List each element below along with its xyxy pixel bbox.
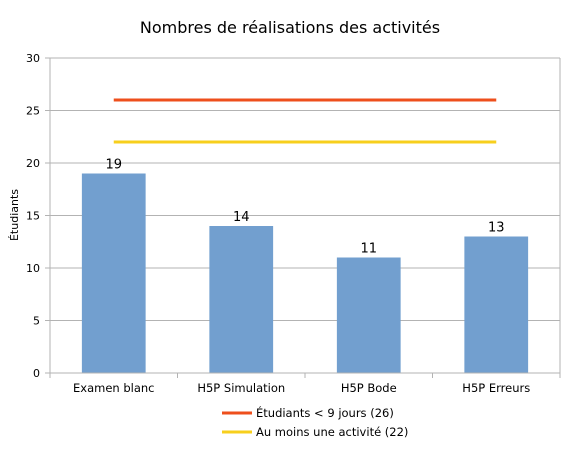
bars bbox=[81, 173, 529, 373]
category-label: H5P Simulation bbox=[197, 381, 285, 395]
category-label: H5P Bode bbox=[341, 381, 397, 395]
y-tick-label: 20 bbox=[26, 157, 40, 170]
data-label: 13 bbox=[488, 221, 505, 236]
y-tick-label: 0 bbox=[33, 367, 40, 380]
y-tick-label: 30 bbox=[26, 52, 40, 65]
chart-title: Nombres de réalisations des activités bbox=[140, 18, 440, 37]
legend: Étudiants < 9 jours (26) Au moins une act… bbox=[222, 405, 408, 439]
reference-lines bbox=[113, 98, 497, 144]
tick-labels: 0 5 10 15 20 25 30 19 Examen blanc 14 H5P Simulati… bbox=[26, 52, 530, 395]
y-tick-label: 15 bbox=[26, 210, 40, 223]
y-tick-label: 25 bbox=[26, 105, 40, 118]
axes bbox=[45, 57, 561, 378]
y-axis-title: Étudiants bbox=[8, 189, 21, 241]
data-label: 11 bbox=[360, 242, 377, 257]
y-tick-label: 5 bbox=[33, 315, 40, 328]
bar bbox=[81, 173, 146, 373]
bar bbox=[464, 236, 529, 373]
legend-label: Au moins une activité (22) bbox=[256, 425, 408, 439]
data-label: 14 bbox=[233, 210, 250, 225]
y-tick-label: 10 bbox=[26, 262, 40, 275]
bar bbox=[336, 257, 401, 373]
data-label: 19 bbox=[105, 158, 122, 173]
category-label: Examen blanc bbox=[73, 381, 155, 395]
legend-label: Étudiants < 9 jours (26) bbox=[256, 405, 394, 420]
bar bbox=[209, 226, 274, 373]
category-label: H5P Erreurs bbox=[462, 381, 530, 395]
